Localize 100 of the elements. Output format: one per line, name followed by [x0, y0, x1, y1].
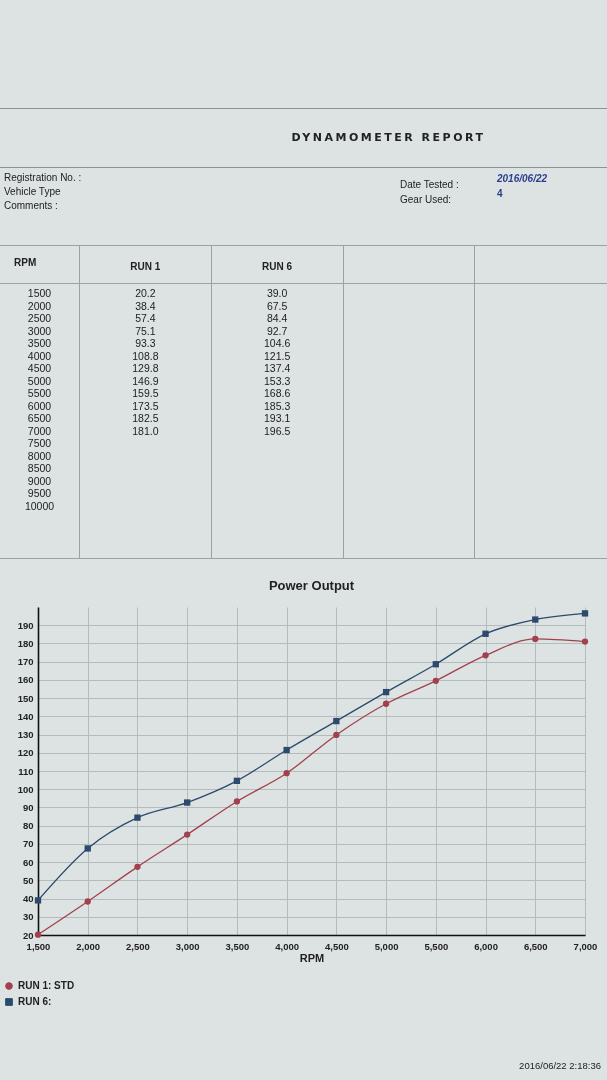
point: [84, 845, 91, 852]
y-tick-label: 10000: [24, 499, 55, 512]
data-label: 129.8: [132, 362, 159, 375]
point: [134, 863, 141, 870]
legend-label: RUN 6:: [18, 996, 52, 1007]
point: [184, 799, 191, 806]
y-tick-label: 190: [17, 619, 34, 631]
data-label: 153.3: [263, 374, 291, 387]
data-label: 193.1: [263, 412, 291, 425]
point: [333, 717, 340, 725]
y-axis-title: RPM: [14, 257, 37, 268]
y-tick-label: 40: [22, 893, 34, 905]
point: [283, 746, 290, 754]
data-label: 181.0: [132, 424, 159, 437]
data-label: 146.9: [132, 374, 159, 387]
data-label: 168.6: [263, 387, 291, 400]
text: Comments :: [4, 200, 58, 212]
chart-title: Power Output: [268, 578, 355, 593]
x-axis-title: RPM: [299, 952, 325, 964]
point: [283, 770, 290, 777]
x-tick-label: RUN 1: [129, 261, 162, 272]
x-tick-label: 2,500: [126, 940, 150, 952]
point: [184, 831, 191, 838]
point: [34, 897, 42, 904]
y-tick-label: 3000: [27, 324, 52, 337]
data-label: 84.4: [266, 312, 288, 325]
data-label: 185.3: [263, 399, 291, 412]
text: Gear Used:: [400, 194, 452, 206]
y-tick-label: 60: [22, 856, 34, 868]
legend-label: RUN 1: STD: [18, 980, 75, 991]
point: [581, 610, 589, 617]
x-tick-label: 6,000: [474, 940, 498, 952]
y-tick-label: 4500: [27, 362, 52, 375]
y-tick-label: 2000: [27, 299, 52, 312]
data-label: 75.1: [135, 324, 156, 337]
x-tick-label: 3,500: [225, 940, 250, 952]
y-tick-label: 4000: [27, 349, 52, 362]
y-tick-label: 5000: [27, 374, 52, 387]
data-label: 38.4: [135, 299, 156, 312]
point: [532, 616, 539, 623]
y-tick-label: 6500: [27, 412, 52, 425]
point: [432, 661, 439, 668]
y-tick-label: 9000: [27, 474, 52, 487]
y-tick-label: 120: [17, 747, 34, 759]
y-tick-label: 3500: [27, 337, 52, 350]
data-label: 93.3: [135, 337, 156, 350]
y-tick-label: 130: [17, 729, 34, 741]
y-tick-label: 160: [17, 674, 34, 686]
x-tick-label: 1,500: [26, 940, 51, 952]
point: [134, 814, 141, 821]
y-tick-label: 70: [22, 838, 34, 850]
text: Registration No. :: [4, 172, 82, 184]
y-tick-label: 8500: [27, 462, 52, 475]
y-tick-label: 180: [17, 637, 34, 649]
point: [233, 777, 241, 784]
point: [482, 652, 489, 659]
data-label: 182.5: [132, 412, 159, 425]
data-label: 57.4: [135, 312, 156, 325]
text: Vehicle Type: [4, 186, 61, 198]
y-tick-label: 1500: [27, 287, 52, 300]
point: [432, 677, 439, 684]
y-tick-label: 7500: [27, 437, 52, 450]
y-tick-label: 9500: [27, 487, 52, 500]
data-label: 121.5: [263, 349, 291, 362]
x-tick-label: 5,000: [374, 940, 399, 952]
point: [233, 798, 241, 805]
point: [84, 898, 91, 905]
y-tick-label: 7000: [27, 424, 52, 437]
text: Date Tested :: [400, 179, 459, 191]
point: [382, 688, 390, 696]
x-tick-label: 6,500: [523, 940, 548, 952]
y-tick-label: 100: [17, 783, 34, 795]
point: [34, 931, 42, 938]
text: 4: [497, 188, 503, 200]
y-tick-label: 50: [22, 874, 34, 886]
y-tick-label: 170: [17, 656, 34, 668]
data-label: 67.5: [266, 299, 288, 312]
data-label: 20.2: [135, 287, 156, 300]
point: [333, 731, 340, 739]
y-tick-label: 90: [22, 801, 34, 813]
y-tick-label: 20: [22, 929, 34, 941]
x-tick-label: 5,500: [424, 940, 449, 952]
x-tick-label: 4,000: [275, 940, 300, 952]
x-tick-label: 3,000: [175, 940, 200, 952]
y-tick-label: 5500: [27, 387, 52, 400]
point: [482, 630, 489, 637]
y-tick-label: 6000: [27, 399, 52, 412]
y-tick-label: 80: [22, 820, 34, 832]
x-tick-label: 4,500: [324, 940, 349, 952]
x-tick-label: 2,000: [76, 940, 101, 952]
y-tick-label: 140: [17, 710, 34, 722]
data-label: 137.4: [263, 362, 291, 375]
point: [581, 638, 589, 645]
data-label: 173.5: [132, 399, 159, 412]
chart-title: DYNAMOMETER REPORT: [290, 131, 487, 144]
text: 2016/06/22: [497, 173, 548, 185]
data-label: 92.7: [266, 324, 288, 337]
data-label: 108.8: [132, 349, 159, 362]
data-label: 159.5: [132, 387, 159, 400]
y-tick-label: 150: [17, 692, 34, 704]
